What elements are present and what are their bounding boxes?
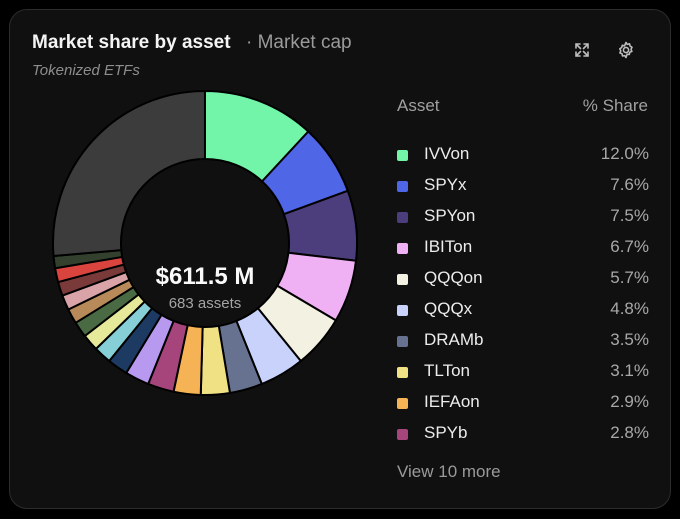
expand-icon[interactable] <box>572 40 592 60</box>
legend-swatch <box>397 150 408 161</box>
legend-row[interactable]: DRAMb 3.5% <box>397 328 649 354</box>
gear-icon[interactable] <box>616 40 636 60</box>
legend-share-value: 7.5% <box>610 206 649 225</box>
legend-share-value: 3.1% <box>610 361 649 380</box>
asset-count: 683 assets <box>168 295 242 312</box>
total-market-cap: $611.5 M <box>155 263 255 290</box>
legend-share-value: 7.6% <box>610 175 649 194</box>
legend-swatch <box>397 336 408 347</box>
legend-row[interactable]: SPYb 2.8% <box>397 421 649 447</box>
legend-row[interactable]: TLTon 3.1% <box>397 359 649 385</box>
view-more-link[interactable]: View 10 more <box>397 462 501 481</box>
legend-swatch <box>397 243 408 254</box>
legend-swatch <box>397 367 408 378</box>
legend-row[interactable]: QQQon 5.7% <box>397 266 649 292</box>
legend-share-value: 3.5% <box>610 330 649 349</box>
legend-asset-name: SPYx <box>424 175 467 194</box>
legend-asset-name: IBITon <box>424 237 473 256</box>
legend-asset-name: IEFAon <box>424 392 480 411</box>
card-title: Market share by asset <box>32 32 231 53</box>
legend-row[interactable]: IBITon 6.7% <box>397 235 649 261</box>
asset-column-header: Asset <box>397 96 440 115</box>
legend-swatch <box>397 398 408 409</box>
legend-asset-name: SPYon <box>424 206 476 225</box>
legend-asset-name: DRAMb <box>424 330 484 349</box>
legend-asset-name: SPYb <box>424 423 468 442</box>
donut-chart <box>52 90 358 396</box>
slice-other-11[interactable] <box>52 90 206 257</box>
legend-asset-name: TLTon <box>424 361 470 380</box>
market-share-card: Market share by asset · Market cap Token… <box>9 9 671 509</box>
legend-row[interactable]: SPYx 7.6% <box>397 173 649 199</box>
card-category: Tokenized ETFs <box>32 62 140 79</box>
legend-asset-name: QQQon <box>424 268 483 287</box>
legend-swatch <box>397 305 408 316</box>
legend-row[interactable]: SPYon 7.5% <box>397 204 649 230</box>
legend-share-value: 2.9% <box>610 392 649 411</box>
legend-swatch <box>397 212 408 223</box>
legend-share-value: 6.7% <box>610 237 649 256</box>
legend-share-value: 12.0% <box>600 144 649 163</box>
legend-row[interactable]: QQQx 4.8% <box>397 297 649 323</box>
share-column-header: % Share <box>582 96 648 115</box>
legend-asset-name: IVVon <box>424 144 470 163</box>
legend-share-value: 2.8% <box>610 423 649 442</box>
legend-share-value: 5.7% <box>610 268 649 287</box>
legend-swatch <box>397 181 408 192</box>
legend-row[interactable]: IVVon 12.0% <box>397 142 649 168</box>
legend-share-value: 4.8% <box>610 299 649 318</box>
legend-row[interactable]: IEFAon 2.9% <box>397 390 649 416</box>
legend-swatch <box>397 274 408 285</box>
legend-swatch <box>397 429 408 440</box>
legend-asset-name: QQQx <box>424 299 473 318</box>
card-subtitle: · Market cap <box>246 32 352 53</box>
